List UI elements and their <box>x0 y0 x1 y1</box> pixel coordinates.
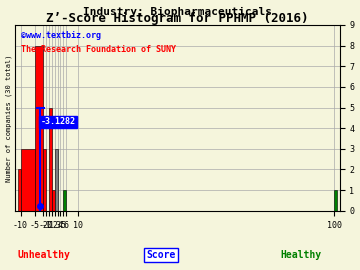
Bar <box>55 149 58 211</box>
Bar <box>21 149 35 211</box>
Text: The Research Foundation of SUNY: The Research Foundation of SUNY <box>21 45 176 54</box>
Text: Score: Score <box>147 250 176 260</box>
Text: Healthy: Healthy <box>280 250 321 260</box>
Text: ©www.textbiz.org: ©www.textbiz.org <box>21 31 101 39</box>
Text: Unhealthy: Unhealthy <box>18 250 71 260</box>
Bar <box>334 190 337 211</box>
Title: Z’-Score Histogram for PPHMP (2016): Z’-Score Histogram for PPHMP (2016) <box>46 12 309 25</box>
Bar <box>18 170 21 211</box>
Bar <box>43 149 46 211</box>
Bar <box>35 46 43 211</box>
Text: Industry: Biopharmaceuticals: Industry: Biopharmaceuticals <box>83 6 272 16</box>
Bar <box>63 190 66 211</box>
Bar <box>52 190 55 211</box>
Text: -3.1282: -3.1282 <box>41 117 76 126</box>
Y-axis label: Number of companies (30 total): Number of companies (30 total) <box>5 54 12 182</box>
Bar <box>49 107 52 211</box>
